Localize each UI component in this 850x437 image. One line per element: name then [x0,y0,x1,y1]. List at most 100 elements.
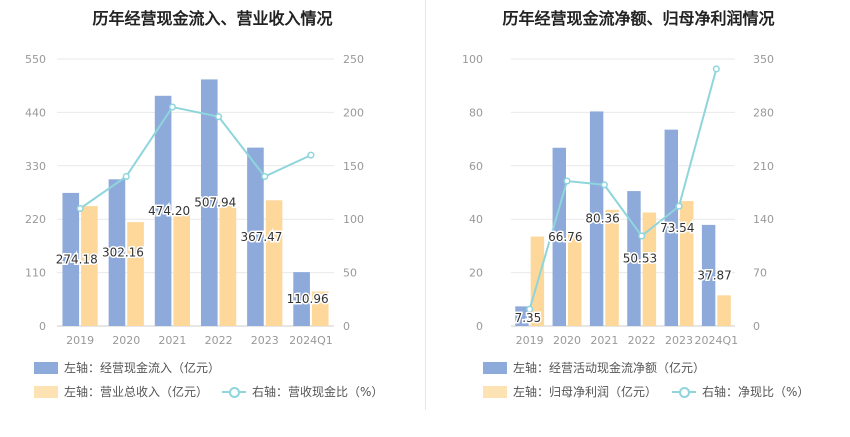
line-point[interactable] [215,113,223,121]
bar-secondary[interactable] [81,206,98,326]
x-axis-tick-label: 2021 [590,334,618,347]
line-point[interactable] [168,103,176,111]
legend-bar-swatch [483,361,507,374]
cash-inflow-revenue-chart: 0 110 220 330 440 550 0 50 100 150 200 250 2019 2020 2… [25,53,364,347]
bar-data-label: 367.47 [240,230,282,244]
right-chart-panel: 历年经营现金流净额、归母净利润情况 0 20 40 60 80 100 0 70 140 210 2… [427,0,850,437]
right-axis-tick-label: 100 [343,213,364,226]
x-axis-tick-label: 2022 [628,334,656,347]
line-point[interactable] [526,305,534,313]
left-axis-tick-label: 110 [25,267,46,280]
legend-label: 左轴：归母净利润（亿元） [513,385,658,399]
line-point[interactable] [307,151,315,159]
right-axis-tick-label: 210 [753,160,774,173]
left-chart-panel: 历年经营现金流入、营业收入情况 0 110 220 330 440 550 0 50 100 15… [25,9,383,400]
x-axis-tick-label: 2022 [205,334,233,347]
x-axis-tick-label: 2024Q1 [289,334,333,347]
legend-bar-swatch [34,361,58,374]
x-axis-tick-label: 2023 [251,334,279,347]
legend-item-secondary[interactable]: 左轴：营业总收入（亿元） [34,383,208,400]
bar-primary[interactable] [154,95,172,326]
bar-secondary[interactable] [605,209,619,326]
bar-data-label: 73.54 [660,221,694,235]
bar-primary[interactable] [552,147,566,326]
left-axis-tick-label: 440 [25,106,46,119]
line-point[interactable] [122,172,130,181]
bar-primary[interactable] [701,224,716,326]
line-point[interactable] [76,204,84,213]
legend-item-primary[interactable]: 左轴：经营现金流入（亿元） [34,359,220,376]
legend-label: 左轴：营业总收入（亿元） [64,385,209,399]
x-axis-tick-label: 2024Q1 [695,334,739,347]
bar-data-label: 7.35 [515,311,542,325]
bar-secondary[interactable] [680,201,694,326]
bar-secondary[interactable] [173,214,191,326]
line-point[interactable] [675,202,683,210]
left-axis-tick-label: 0 [39,320,46,333]
bar-data-label: 274.18 [56,252,98,266]
right-axis-tick-label: 50 [343,267,357,280]
chart-title: 历年经营现金流净额、归母净利润情况 [502,9,775,28]
legend-item-line[interactable]: 右轴：净现比（%） [672,383,809,400]
x-axis-tick-label: 2019 [516,334,544,347]
right-axis-tick-label: 70 [753,267,767,280]
line-series [528,68,718,310]
line-point[interactable] [563,177,571,185]
legend-bar-swatch [483,385,507,398]
right-axis-tick-label: 350 [753,53,774,66]
bar-data-label: 474.20 [148,204,190,218]
bar-primary[interactable] [247,147,264,326]
legend-label: 左轴：经营活动现金流净额（亿元） [513,361,706,375]
bar-data-label: 507.94 [194,196,236,210]
left-axis-tick-label: 550 [25,53,46,66]
x-axis-tick-label: 2019 [66,334,94,347]
right-axis-tick-label: 0 [753,320,760,333]
left-axis-tick-label: 100 [462,53,483,66]
legend-label: 右轴：营收现金比（%） [252,385,384,399]
line-point[interactable] [638,232,646,240]
bar-primary[interactable] [62,192,80,326]
bar-secondary[interactable] [265,200,283,326]
left-axis-tick-label: 330 [25,160,46,173]
chart-title: 历年经营现金流入、营业收入情况 [92,9,333,28]
line-point[interactable] [712,65,720,73]
x-axis-tick-label: 2021 [158,334,186,347]
bar-primary[interactable] [515,306,529,326]
net-cashflow-profit-chart: 0 20 40 60 80 100 0 70 140 210 280 350 2019 2020 2021 2… [462,53,774,347]
bar-primary[interactable] [627,191,641,326]
legend-item-secondary[interactable]: 左轴：归母净利润（亿元） [483,383,657,400]
right-axis-tick-label: 140 [753,213,774,226]
legend-label: 右轴：净现比（%） [702,385,810,399]
bar-secondary[interactable] [127,222,144,326]
x-axis-tick-label: 2023 [665,334,693,347]
bar-data-label: 50.53 [623,252,657,266]
left-axis-tick-label: 80 [469,106,483,119]
bar-secondary[interactable] [717,295,731,326]
bar-data-label: 302.16 [102,246,144,260]
legend-line-swatch [672,386,696,398]
line-point[interactable] [261,172,269,181]
x-axis-tick-label: 2020 [112,334,140,347]
right-axis-tick-label: 200 [343,106,364,119]
bar-secondary[interactable] [642,212,657,326]
right-axis-tick-label: 150 [343,160,364,173]
line-point[interactable] [600,181,608,189]
bar-data-label: 80.36 [585,212,619,226]
legend-item-primary[interactable]: 左轴：经营活动现金流净额（亿元） [483,359,705,376]
left-axis-tick-label: 40 [469,213,483,226]
right-axis-tick-label: 280 [753,106,774,119]
bar-secondary[interactable] [311,291,329,326]
bar-primary[interactable] [108,179,126,326]
bar-secondary[interactable] [568,232,582,326]
bar-primary[interactable] [589,111,604,326]
bar-data-label: 37.87 [697,268,731,282]
bar-primary[interactable] [293,272,310,326]
bar-primary[interactable] [200,79,218,327]
bar-secondary[interactable] [219,201,237,326]
legend-item-line[interactable]: 右轴：营收现金比（%） [222,383,383,400]
bar-primary[interactable] [664,129,678,326]
line-series [79,105,312,210]
legend-label: 左轴：经营现金流入（亿元） [64,361,221,375]
right-axis-tick-label: 0 [343,320,350,333]
bar-data-label: 110.96 [287,292,329,306]
